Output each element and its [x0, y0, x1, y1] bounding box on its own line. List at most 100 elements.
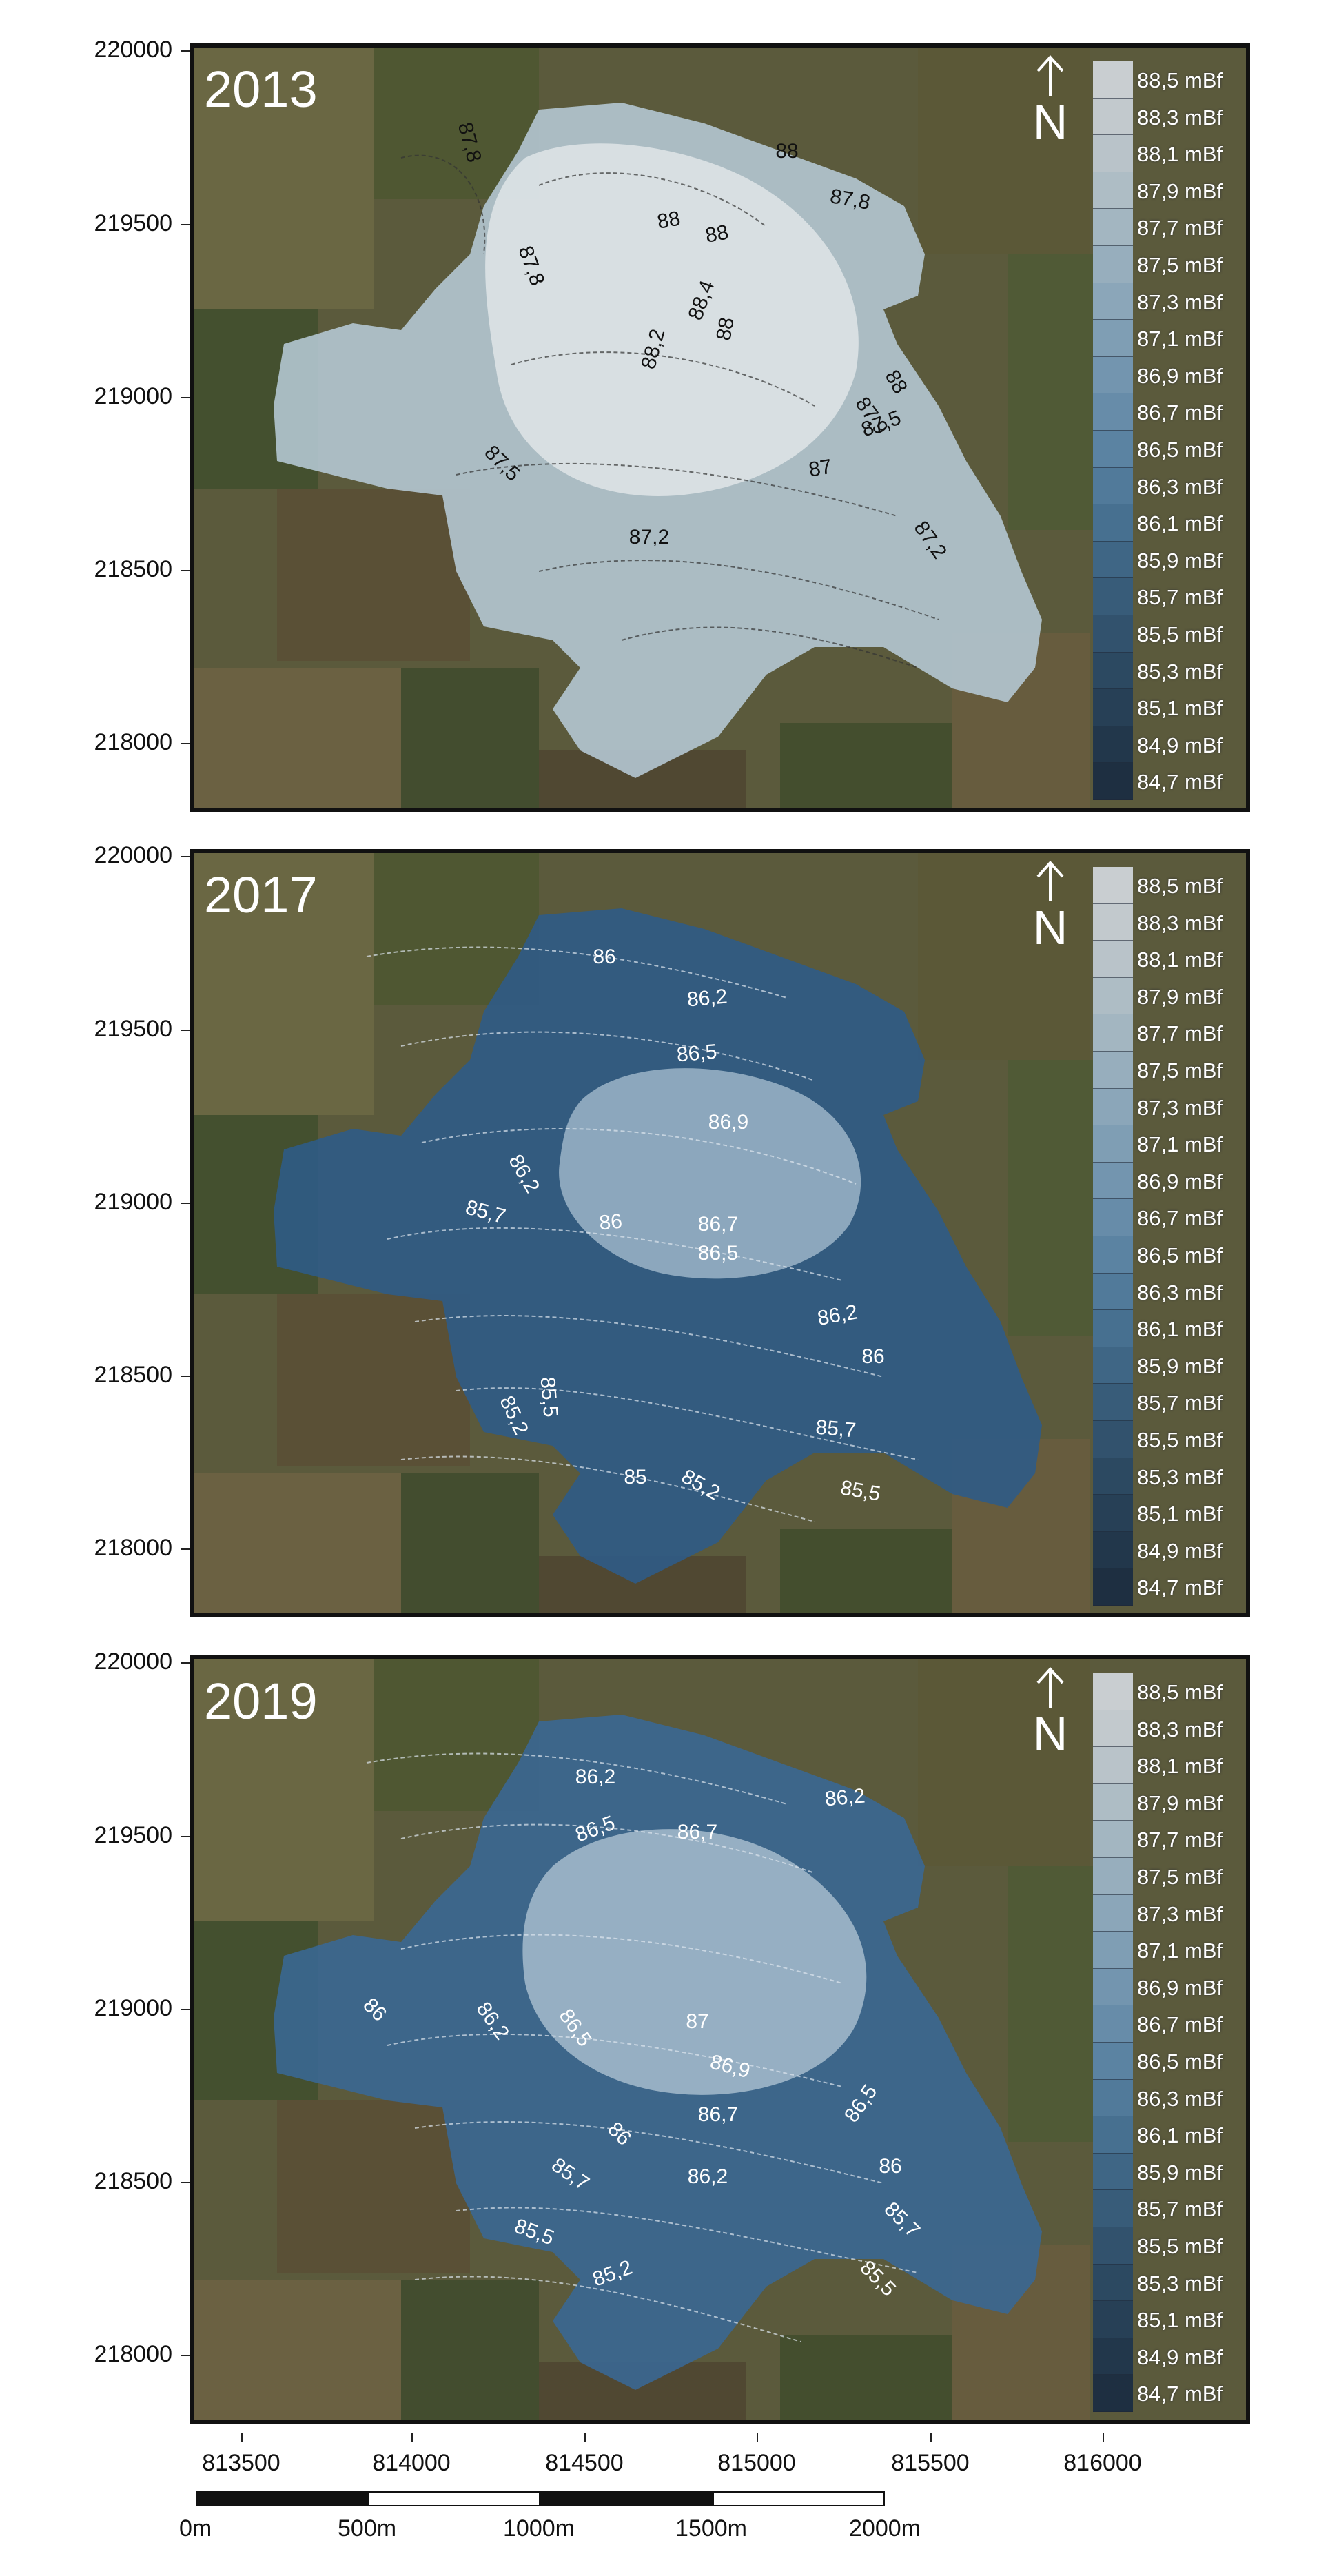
field-patch: [780, 2335, 952, 2420]
legend-item: 87,1 mBf: [1093, 320, 1246, 357]
y-axis-tick: [181, 2355, 190, 2356]
legend-item: 86,1 mBf: [1093, 2116, 1246, 2154]
legend-item: 85,5 mBf: [1093, 2227, 1246, 2265]
legend-label: 84,9 mBf: [1137, 1538, 1223, 1563]
legend-label: 86,5 mBf: [1137, 2049, 1223, 2074]
legend-item: 88,1 mBf: [1093, 941, 1246, 978]
legend-label: 87,1 mBf: [1137, 1132, 1223, 1157]
y-axis-label: 220000: [94, 1648, 172, 1675]
legend-swatch: [1093, 467, 1133, 505]
legend-label: 84,9 mBf: [1137, 733, 1223, 757]
legend-label: 87,7 mBf: [1137, 1021, 1223, 1046]
field-patch: [918, 853, 1090, 1060]
scale-label: 1000m: [503, 2515, 575, 2542]
legend-swatch: [1093, 541, 1133, 579]
y-axis-label: 220000: [94, 37, 172, 63]
legend-swatch: [1093, 430, 1133, 468]
scale-label: 1500m: [675, 2515, 747, 2542]
contour-label: 88: [775, 140, 798, 163]
legend-swatch: [1093, 135, 1133, 172]
y-axis-tick: [181, 856, 190, 857]
legend-swatch: [1093, 1420, 1133, 1458]
contour-label: 86,5: [698, 1242, 738, 1265]
legend-swatch: [1093, 1088, 1133, 1126]
legend-item: 88,5 mBf: [1093, 1673, 1246, 1710]
field-patch: [277, 489, 470, 661]
legend-label: 87,3 mBf: [1137, 1901, 1223, 1926]
north-label: N: [1033, 1707, 1068, 1756]
x-axis-label: 814500: [545, 2450, 624, 2476]
legend-swatch: [1093, 504, 1133, 542]
legend-item: 86,1 mBf: [1093, 504, 1246, 542]
legend-item: 88,3 mBf: [1093, 1710, 1246, 1748]
legend-item: 85,9 mBf: [1093, 2153, 1246, 2191]
legend-item: 87,5 mBf: [1093, 245, 1246, 283]
legend-item: 88,3 mBf: [1093, 98, 1246, 136]
legend-label: 85,1 mBf: [1137, 2308, 1223, 2333]
legend-swatch: [1093, 2375, 1133, 2412]
contour-line: [511, 351, 815, 407]
y-axis-label: 218500: [94, 556, 172, 582]
y-axis-tick: [181, 1662, 190, 1664]
legend-swatch: [1093, 615, 1133, 653]
legend-item: 85,7 mBf: [1093, 1384, 1246, 1421]
y-axis-label: 220000: [94, 842, 172, 868]
legend-item: 87,1 mBf: [1093, 1932, 1246, 1969]
field-patch: [194, 1659, 374, 1921]
map-panel-2013: 88 87,8 87,8 88 88 87,8 88 88,2 88,4 87,5 88 87,9 87…: [190, 43, 1250, 812]
contour-line: [400, 1455, 815, 1522]
legend-item: 86,9 mBf: [1093, 1968, 1246, 2006]
legend-swatch: [1093, 941, 1133, 978]
legend-item: 87,9 mBf: [1093, 172, 1246, 209]
legend-item: 85,7 mBf: [1093, 2190, 1246, 2227]
legend-label: 86,9 mBf: [1137, 363, 1223, 388]
contour-label: 86,2: [575, 1766, 615, 1788]
legend-label: 85,3 mBf: [1137, 1464, 1223, 1489]
y-axis-label: 218000: [94, 1535, 172, 1561]
field-patch: [194, 668, 401, 808]
x-axis-tick: [411, 2433, 413, 2442]
groundwater-high-zone: [522, 1829, 867, 2095]
y-axis-tick: [181, 1548, 190, 1550]
contour-label: 85,5: [535, 1376, 562, 1418]
legend-label: 85,9 mBf: [1137, 2160, 1223, 2185]
legend-swatch: [1093, 2005, 1133, 2043]
legend-item: 85,5 mBf: [1093, 1420, 1246, 1458]
legend-swatch: [1093, 1857, 1133, 1895]
y-axis-tick: [181, 1030, 190, 1031]
legend-swatch: [1093, 1968, 1133, 2006]
legend-label: 86,1 mBf: [1137, 2123, 1223, 2148]
legend-swatch: [1093, 1821, 1133, 1858]
legend-item: 86,3 mBf: [1093, 467, 1246, 505]
legend-label: 87,1 mBf: [1137, 1939, 1223, 1963]
legend-swatch: [1093, 2338, 1133, 2375]
legend-label: 88,5 mBf: [1137, 874, 1223, 898]
y-axis-tick: [181, 397, 190, 398]
legend-item: 87,5 mBf: [1093, 1857, 1246, 1895]
legend-label: 87,9 mBf: [1137, 178, 1223, 203]
legend-item: 84,9 mBf: [1093, 2338, 1246, 2375]
contour-line: [456, 1387, 919, 1460]
legend-swatch: [1093, 356, 1133, 394]
legend-item: 87,7 mBf: [1093, 1014, 1246, 1052]
x-axis-label: 815500: [891, 2450, 970, 2476]
legend-item: 88,3 mBf: [1093, 903, 1246, 941]
legend-label: 84,7 mBf: [1137, 770, 1223, 795]
field-patch: [277, 2100, 470, 2273]
x-axis-label: 816000: [1063, 2450, 1142, 2476]
legend-swatch: [1093, 1199, 1133, 1236]
contour-line: [456, 462, 898, 517]
y-axis-label: 218500: [94, 2168, 172, 2194]
legend-label: 86,1 mBf: [1137, 1317, 1223, 1342]
y-axis-tick: [181, 2182, 190, 2183]
legend-label: 84,9 mBf: [1137, 2344, 1223, 2369]
legend-item: 86,3 mBf: [1093, 1273, 1246, 1311]
legend-swatch: [1093, 209, 1133, 246]
y-axis-label: 219500: [94, 210, 172, 236]
contour-label: 86,2: [688, 2165, 728, 2188]
contour-label: 86,2: [824, 1785, 866, 1811]
legend-label: 87,3 mBf: [1137, 289, 1223, 314]
legend-swatch: [1093, 2079, 1133, 2117]
legend-label: 86,7 mBf: [1137, 400, 1223, 425]
legend-swatch: [1093, 1125, 1133, 1163]
